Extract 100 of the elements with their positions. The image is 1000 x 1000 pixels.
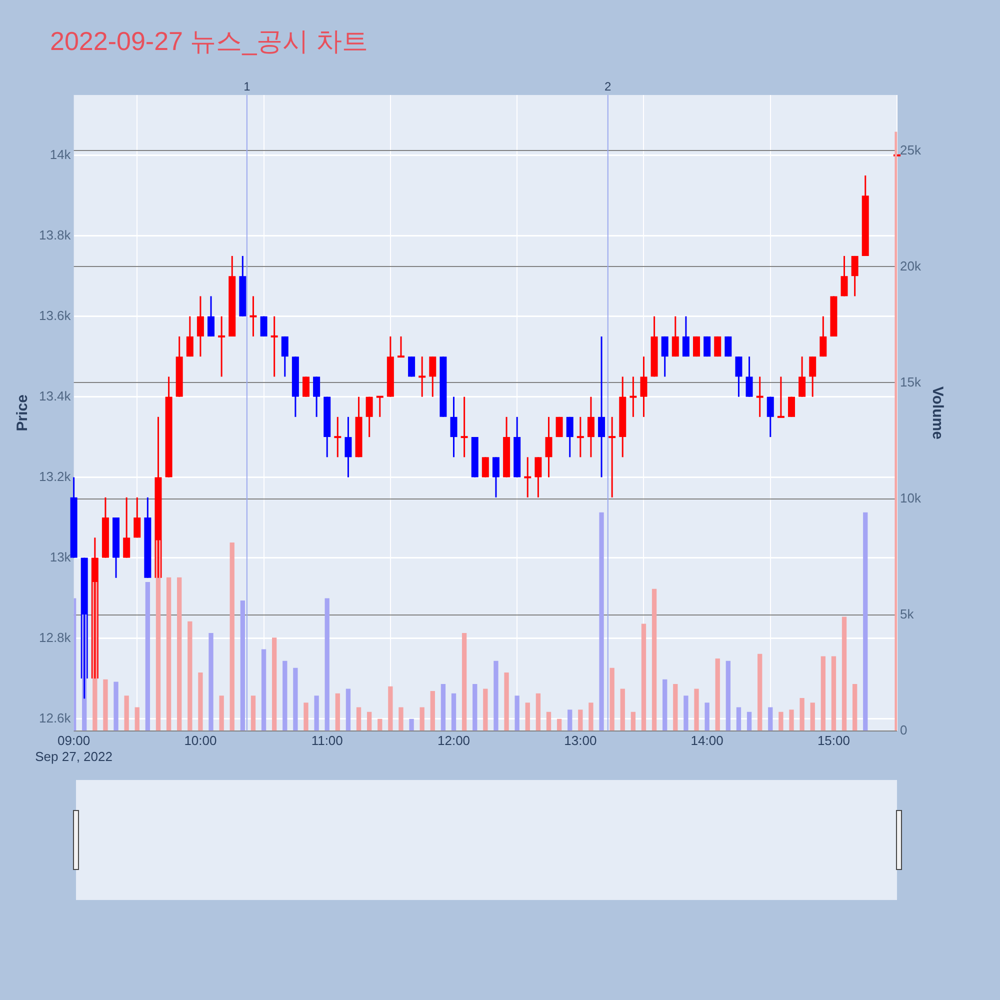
bar [842,616,847,731]
bar [261,649,266,731]
bar [630,712,636,731]
bar [504,672,509,731]
x-tick-label: 10:00 [184,733,217,748]
bar [451,693,456,731]
bar [388,686,393,731]
bar [568,710,572,731]
bar [250,696,256,731]
bar [293,668,298,731]
y2-tick-label: 10k [900,490,922,506]
candlestick [471,436,478,478]
bar [778,712,784,731]
bar [673,684,678,731]
bar [134,707,140,731]
y-tick-label: 13.8k [38,227,72,242]
y-tick-label: 13.4k [38,388,72,404]
bar [398,707,404,731]
bar [641,624,646,731]
bar [704,702,710,731]
bar [430,691,435,731]
candlestick [714,336,722,358]
bar [282,660,288,731]
bar [599,512,604,731]
bar [736,707,742,731]
bar [324,598,330,731]
chart-title: 2022-09-27 뉴스_공시 차트 [50,25,368,58]
bar [219,696,224,731]
bar [620,688,625,731]
bar [188,621,192,731]
text: 2 [604,79,612,94]
candlestick [260,316,268,338]
bar [230,542,234,731]
bar [758,654,762,731]
bar [356,707,362,731]
bar [409,718,414,731]
bar [198,672,203,731]
bar [208,633,214,731]
y-tick-label: 14k [50,146,72,162]
candlestick [693,336,700,358]
y2-tick-label: 15k [900,374,922,390]
candlestick [302,376,310,398]
y-axis-title: Price [14,394,32,432]
bar [746,712,752,731]
bar [578,710,583,731]
candlestick [704,336,711,358]
bar [114,682,118,731]
bar [820,656,826,731]
y-tick-label: 12.8k [38,630,72,645]
y-tick-label: 12.6k [38,710,72,726]
bar [346,688,351,731]
candlestick [440,356,447,418]
bar [483,688,488,731]
x-tick-label: 12:00 [437,733,470,748]
bar [536,693,541,731]
candlestick [482,456,489,478]
y2-axis-title: Volume [928,386,946,440]
y2-tick-label: 0 [900,722,908,738]
x-tick-label: 11:00 [311,733,343,748]
bar [588,702,594,731]
bar [440,684,446,731]
y-tick-label: 13k [50,549,72,564]
bar [472,684,478,731]
bar [768,707,773,731]
bar [800,698,804,731]
bar [684,696,688,731]
bar [314,696,319,731]
x-tick-label: 13:00 [564,733,597,748]
candlestick [556,416,563,438]
bar [420,707,424,731]
bar [715,658,720,731]
x-tick-label: 14:00 [690,733,724,748]
bar [556,718,562,731]
bar [366,712,372,731]
x-tick-label: 09:00 Sep 27, 2022 [35,733,112,764]
bar [335,693,340,731]
bar [145,582,150,731]
bar [166,577,172,731]
y2-tick-label: 20k [900,258,922,274]
bar [726,660,731,731]
candlestick [830,295,838,338]
bar [789,710,794,731]
y2-tick-label: 25k [900,142,922,158]
bar [610,668,614,731]
bar [852,684,858,731]
bar [494,660,498,731]
bar [525,702,530,731]
bar [514,696,520,731]
candlestick [408,356,416,378]
candlestick [788,396,795,418]
bar [662,679,668,731]
bar [831,656,836,731]
bar [462,633,467,731]
bar [863,512,868,731]
bar [378,718,382,731]
y-tick-label: 13.6k [38,308,72,323]
bar [810,702,815,731]
bar [124,696,129,731]
bar [177,577,182,731]
bar [652,588,657,731]
